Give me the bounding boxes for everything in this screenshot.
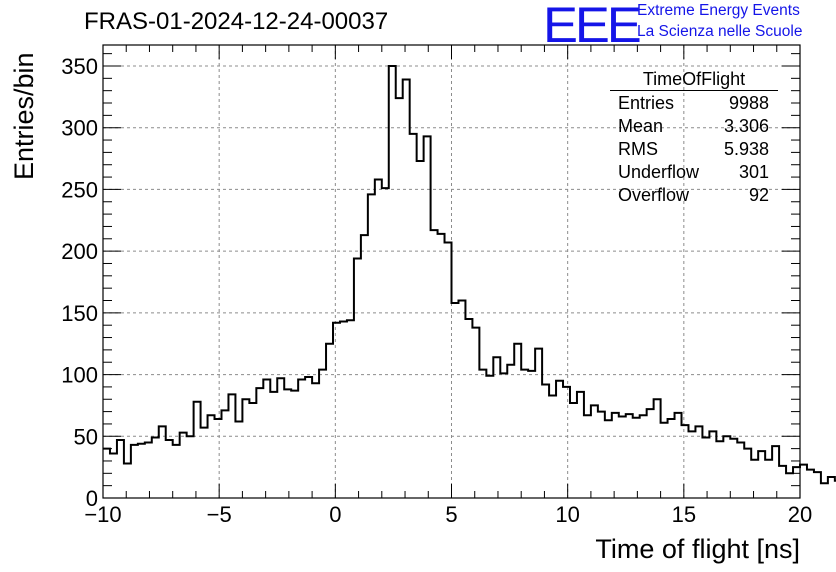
- y-tick-label: 50: [74, 424, 98, 449]
- chart-title: FRAS-01-2024-12-24-00037: [84, 8, 389, 35]
- y-tick-label: 300: [61, 116, 98, 141]
- x-tick-label: 10: [555, 502, 579, 527]
- eee-logo: EEE: [543, 0, 642, 53]
- stats-label: Overflow: [618, 185, 690, 205]
- y-tick-labels: 0 50 100 150 200 250 300 350: [61, 54, 98, 511]
- stats-row-entries: Entries 9988: [610, 92, 778, 115]
- x-tick-labels: −10 −5 0 5 10 15 20: [84, 502, 812, 527]
- y-tick-label: 350: [61, 54, 98, 79]
- stats-label: Entries: [618, 93, 675, 113]
- y-tick-label: 150: [61, 301, 98, 326]
- y-axis-label: Entries/bin: [9, 52, 39, 180]
- y-tick-label: 0: [86, 486, 98, 511]
- x-tick-label: 5: [445, 502, 457, 527]
- x-axis-label: Time of flight [ns]: [595, 534, 800, 564]
- stats-value: 9988: [728, 93, 769, 113]
- stats-label: RMS: [618, 139, 658, 159]
- x-tick-label: 20: [788, 502, 812, 527]
- stats-row-mean: Mean 3.306: [610, 115, 778, 138]
- y-tick-label: 250: [61, 177, 98, 202]
- logo-line-2: La Scienza nelle Scuole: [637, 23, 803, 40]
- stats-value: 5.938: [723, 139, 769, 159]
- stats-box-title: TimeOfFlight: [610, 68, 778, 91]
- y-tick-label: 100: [61, 363, 98, 388]
- stats-box: TimeOfFlight Entries 9988 Mean 3.306 RMS…: [610, 68, 778, 207]
- stats-row-overflow: Overflow 92: [610, 184, 778, 207]
- axis-ticks: [102, 45, 801, 499]
- stats-value: 3.306: [723, 116, 769, 136]
- stats-row-rms: RMS 5.938: [610, 138, 778, 161]
- stats-label: Mean: [618, 116, 664, 136]
- stats-row-underflow: Underflow 301: [610, 161, 778, 184]
- x-tick-label: 0: [329, 502, 341, 527]
- stats-value: 301: [738, 162, 769, 182]
- x-tick-label: 15: [672, 502, 696, 527]
- x-tick-label: −5: [207, 502, 232, 527]
- x-tick-label: −10: [84, 502, 121, 527]
- stats-label: Underflow: [618, 162, 700, 182]
- logo-line-1: Extreme Energy Events: [637, 2, 800, 19]
- y-tick-label: 200: [61, 239, 98, 264]
- histogram-series-line: [103, 64, 836, 485]
- stats-value: 92: [748, 185, 769, 205]
